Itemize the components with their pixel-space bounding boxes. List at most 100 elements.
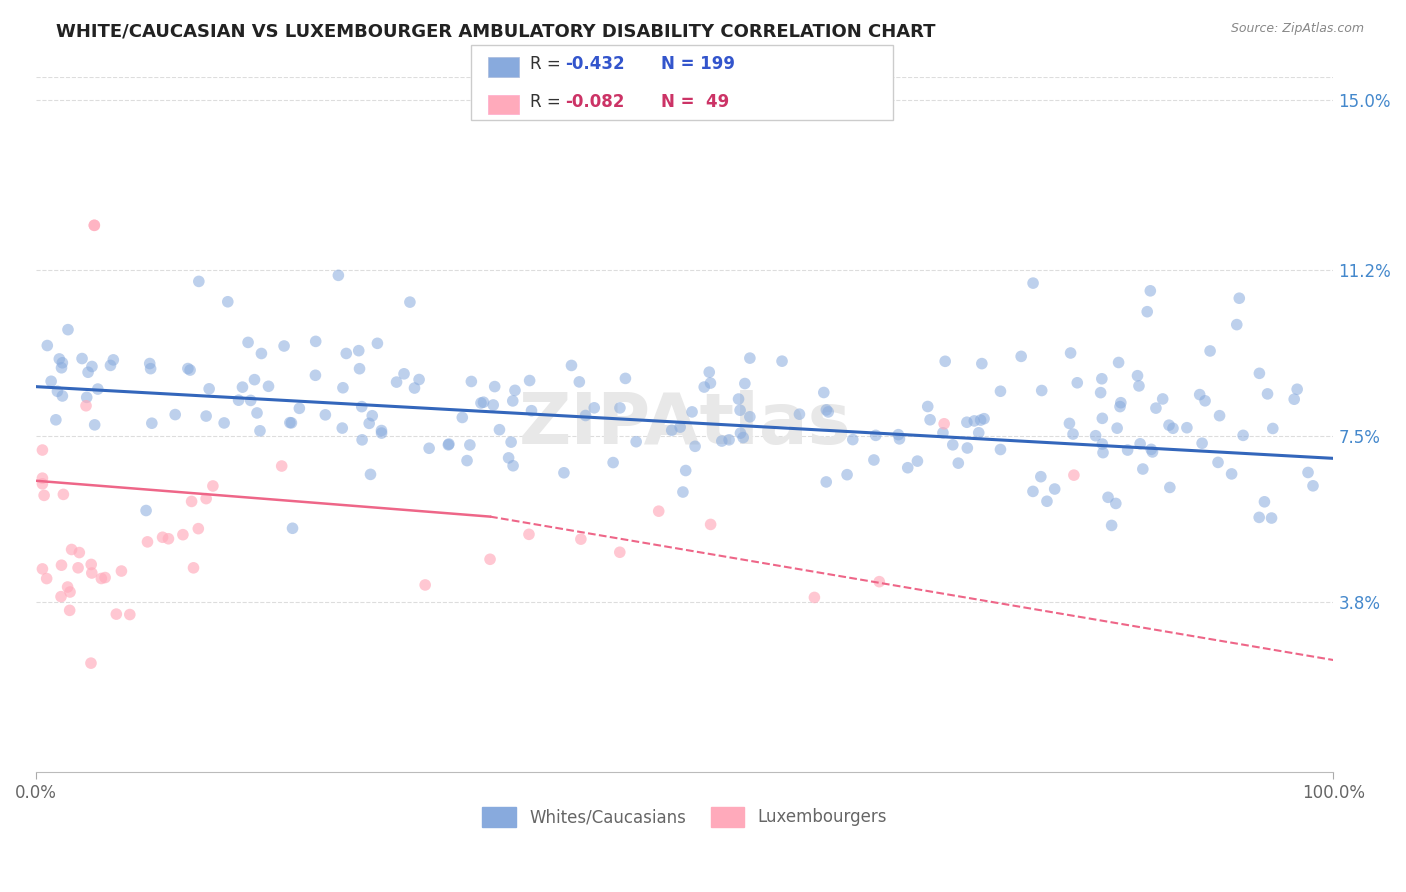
Point	[661, 423, 683, 437]
Point	[257, 379, 280, 393]
Text: N = 199: N = 199	[661, 55, 735, 73]
Point	[1097, 491, 1119, 505]
Point	[934, 417, 956, 431]
Point	[1084, 428, 1107, 442]
Point	[165, 408, 187, 422]
Point	[51, 558, 73, 573]
Point	[187, 274, 209, 288]
Point	[1109, 395, 1132, 409]
Point	[1105, 496, 1128, 510]
Point	[1144, 401, 1167, 416]
Point	[868, 574, 890, 589]
Point	[56, 580, 79, 594]
Point	[39, 374, 62, 388]
Point	[360, 467, 382, 482]
Point	[973, 411, 995, 425]
Point	[56, 323, 79, 337]
Point	[1199, 343, 1222, 358]
Point	[135, 503, 157, 517]
Point	[250, 346, 273, 360]
Point	[1091, 372, 1114, 386]
Point	[328, 268, 350, 283]
Point	[1062, 427, 1084, 442]
Point	[413, 578, 436, 592]
Point	[648, 504, 671, 518]
Point	[990, 442, 1012, 457]
Text: ZIPAtlas: ZIPAtlas	[519, 390, 851, 459]
Point	[456, 453, 478, 467]
Point	[418, 442, 440, 456]
Point	[956, 415, 979, 429]
Point	[52, 487, 75, 501]
Point	[100, 359, 122, 373]
Point	[728, 403, 751, 417]
Point	[31, 471, 53, 485]
Point	[49, 590, 72, 604]
Point	[517, 527, 540, 541]
Point	[1232, 428, 1254, 442]
Point	[907, 454, 929, 468]
Point	[1091, 437, 1114, 451]
Point	[1090, 385, 1112, 400]
Point	[1136, 304, 1159, 318]
Point	[51, 389, 73, 403]
Point	[1261, 421, 1284, 435]
Point	[70, 351, 93, 366]
Point	[314, 408, 336, 422]
Point	[934, 354, 956, 368]
Point	[609, 401, 631, 415]
Point	[813, 385, 835, 400]
Point	[217, 294, 239, 309]
Point	[574, 409, 596, 423]
Point	[59, 585, 82, 599]
Point	[1128, 379, 1150, 393]
Point	[1286, 382, 1309, 396]
Point	[350, 400, 373, 414]
Point	[239, 393, 262, 408]
Point	[1031, 384, 1053, 398]
Point	[963, 414, 986, 428]
Point	[479, 552, 502, 566]
Point	[347, 343, 370, 358]
Text: N =  49: N = 49	[661, 93, 730, 111]
Point	[501, 435, 523, 450]
Point	[48, 351, 70, 366]
Point	[172, 527, 194, 541]
Point	[335, 346, 357, 360]
Point	[304, 368, 326, 383]
Point	[1260, 511, 1282, 525]
Point	[568, 375, 591, 389]
Point	[460, 375, 482, 389]
Point	[1220, 467, 1243, 481]
Point	[141, 416, 163, 430]
Point	[105, 607, 128, 621]
Point	[187, 522, 209, 536]
Point	[1022, 276, 1045, 290]
Point	[865, 428, 887, 442]
Point	[59, 603, 82, 617]
Point	[693, 380, 716, 394]
Point	[179, 363, 201, 377]
Point	[94, 570, 117, 584]
Point	[484, 379, 506, 393]
Point	[1108, 355, 1130, 369]
Point	[569, 532, 592, 546]
Point	[681, 405, 703, 419]
Point	[675, 463, 697, 477]
Point	[385, 375, 408, 389]
Point	[352, 433, 374, 447]
Point	[332, 381, 354, 395]
Point	[710, 434, 733, 448]
Point	[246, 406, 269, 420]
Point	[249, 424, 271, 438]
Point	[803, 591, 825, 605]
Point	[87, 382, 110, 396]
Point	[990, 384, 1012, 399]
Point	[942, 438, 965, 452]
Point	[1036, 494, 1059, 508]
Point	[305, 334, 328, 349]
Point	[734, 376, 756, 391]
Point	[330, 421, 353, 435]
Point	[1206, 455, 1229, 469]
Point	[80, 558, 103, 572]
